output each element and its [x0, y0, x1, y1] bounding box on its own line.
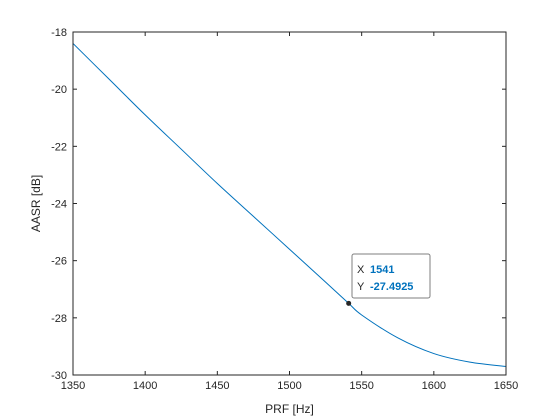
- y-tick-label: -18: [51, 27, 67, 39]
- y-tick-label: -22: [51, 141, 67, 153]
- x-tick-labels: 1350 1400 1450 1500 1550 1600 1650: [61, 380, 518, 392]
- y-tick-label: -24: [51, 199, 67, 211]
- y-tick-label: -28: [51, 313, 67, 325]
- datatip-marker[interactable]: [346, 300, 352, 306]
- x-tick-label: 1450: [205, 380, 229, 392]
- x-tick-label: 1600: [422, 380, 446, 392]
- y-axis-title: AASR [dB]: [29, 175, 43, 232]
- y-tick-labels: -30 -28 -26 -24 -22 -20 -18: [51, 27, 67, 382]
- axes-box: [72, 31, 507, 376]
- datatip-box: [351, 253, 431, 299]
- x-tick-label: 1550: [349, 380, 373, 392]
- x-tick-label: 1500: [277, 380, 301, 392]
- series-line: [72, 43, 507, 367]
- datatip-x-key: X: [357, 264, 365, 276]
- x-tick-label: 1350: [61, 380, 85, 392]
- datatip-x-value: 1541: [370, 264, 394, 276]
- y-tick-label: -30: [51, 370, 67, 382]
- y-tick-label: -26: [51, 256, 67, 268]
- datatip-y-value: -27.4925: [370, 281, 413, 293]
- datatip-y-key: Y: [357, 281, 365, 293]
- x-tick-label: 1400: [133, 380, 157, 392]
- plot-area: [73, 32, 506, 375]
- x-tick-label: 1650: [494, 380, 518, 392]
- x-axis-title: PRF [Hz]: [265, 402, 314, 416]
- y-tick-label: -20: [51, 84, 67, 96]
- datatip[interactable]: X 1541 Y -27.4925: [346, 253, 431, 306]
